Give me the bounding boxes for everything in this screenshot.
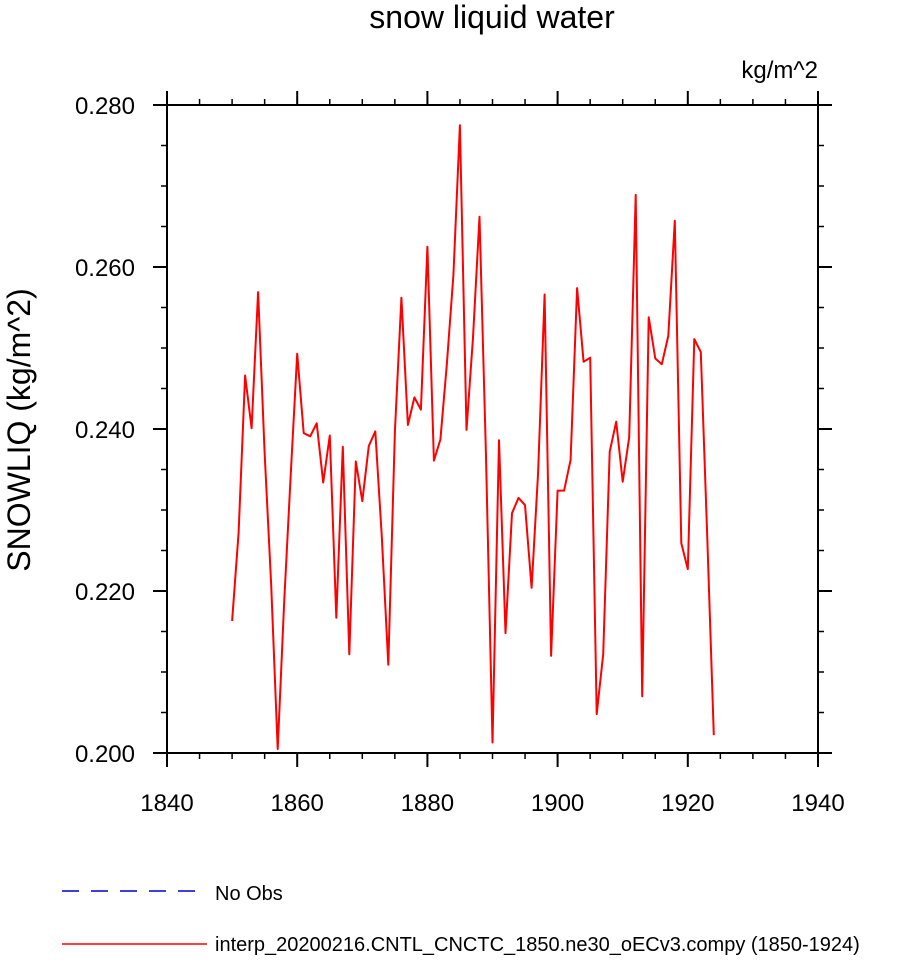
y-tick-label: 0.240 [75,417,135,444]
plot-frame [166,104,819,754]
major-ticks [153,91,832,767]
x-tick-label: 1940 [791,790,844,817]
legend-label-no-obs: No Obs [215,883,283,905]
x-tick-label: 1840 [140,790,193,817]
x-tick-label: 1920 [661,790,714,817]
chart-title: snow liquid water [369,0,615,35]
y-tick-label: 0.260 [75,255,135,282]
x-tick-label: 1880 [401,790,454,817]
minor-ticks [161,99,824,759]
series-layer [231,124,715,750]
y-tick-labels: 0.200 0.220 0.240 0.260 0.280 [75,93,135,768]
x-tick-label: 1900 [531,790,584,817]
y-axis-label: SNOWLIQ (kg/m^2) [1,288,37,571]
x-tick-label: 1860 [271,790,324,817]
x-tick-labels: 1840 1860 1880 1900 1920 1940 [140,790,844,817]
y-tick-label: 0.200 [75,741,135,768]
y-tick-label: 0.220 [75,579,135,606]
series-line [231,124,715,750]
legend: No Obs interp_20200216.CNTL_CNCTC_1850.n… [62,883,860,956]
legend-label-model-run: interp_20200216.CNTL_CNCTC_1850.ne30_oEC… [215,934,860,956]
y-tick-label: 0.280 [75,93,135,120]
units-label: kg/m^2 [741,57,818,84]
